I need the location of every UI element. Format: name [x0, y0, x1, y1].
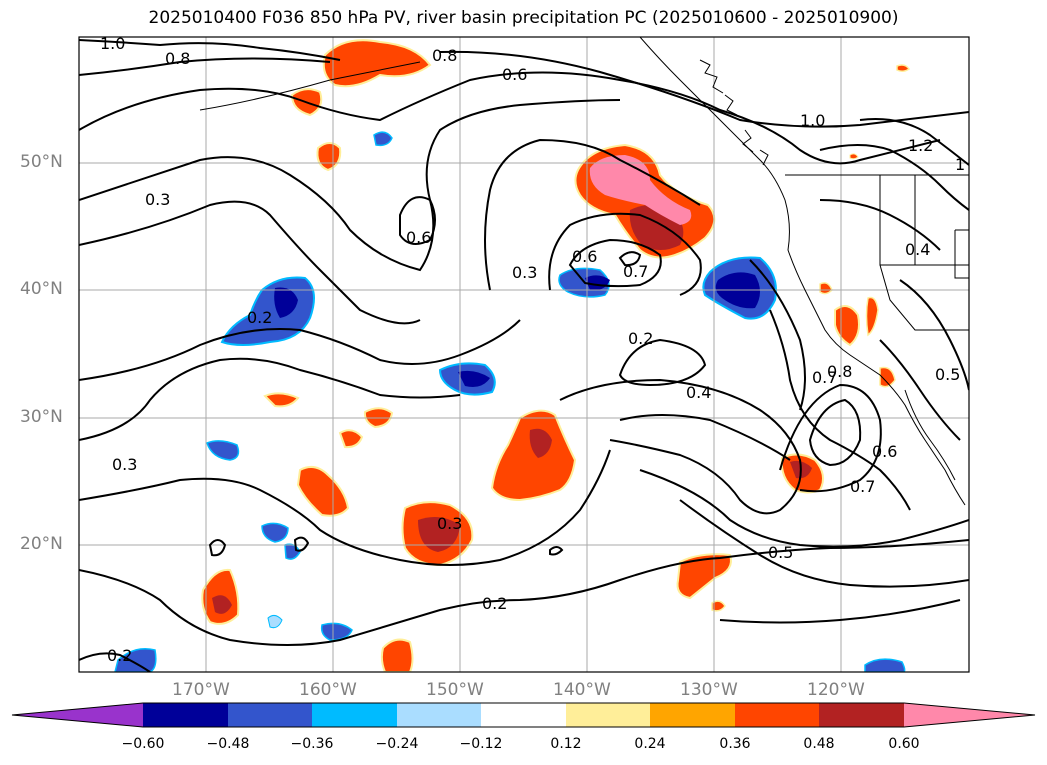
- contour-label: 0.2: [628, 329, 653, 348]
- precip-blob: [676, 553, 732, 600]
- contour-label: 0.5: [935, 365, 960, 384]
- lat-tick-label: 50°N: [20, 152, 63, 172]
- contour-label: 0.2: [107, 646, 132, 665]
- colorbar-tick-label: −0.36: [290, 736, 334, 752]
- contour-label: 0.3: [112, 455, 137, 474]
- lon-tick-label: 140°W: [553, 680, 611, 700]
- colorbar-tick-label: −0.60: [121, 736, 165, 752]
- colorbar-extend-high: [904, 703, 1035, 727]
- colorbar-swatch: [228, 703, 313, 727]
- precip-pc-shading: [114, 39, 911, 672]
- precip-blob: [261, 522, 289, 543]
- colorbar-swatch: [397, 703, 482, 727]
- precip-blob: [284, 543, 301, 560]
- colorbar-tick-label: −0.12: [459, 736, 503, 752]
- lon-tick-label: 160°W: [299, 680, 357, 700]
- contour-label: 1.2: [908, 136, 933, 155]
- colorbar-swatch: [650, 703, 735, 727]
- plot-frame: [78, 36, 970, 673]
- precip-blob: [864, 658, 906, 672]
- colorbar-tick-label: 0.36: [719, 736, 751, 752]
- graticule: [79, 37, 969, 672]
- lon-tick-label: 120°W: [807, 680, 865, 700]
- precip-blob: [212, 595, 232, 614]
- precip-blob: [529, 428, 552, 458]
- contour-label: 0.3: [145, 190, 170, 209]
- colorbar-swatch: [566, 703, 651, 727]
- precip-blob: [711, 600, 726, 612]
- contour-label: 0.8: [432, 46, 457, 65]
- contour-label: 0.5: [768, 543, 793, 562]
- contour-label: 0.7: [812, 368, 837, 387]
- contour-label: 1.0: [100, 34, 125, 53]
- colorbar-tick-label: 0.48: [803, 736, 835, 752]
- lon-tick-label: 130°W: [680, 680, 738, 700]
- precip-blob: [296, 465, 350, 517]
- precip-blob: [206, 440, 240, 461]
- contour-label: 0.8: [827, 362, 852, 381]
- colorbar-swatch: [312, 703, 397, 727]
- pv-contours: [79, 39, 969, 672]
- figure-title: 2025010400 F036 850 hPa PV, river basin …: [148, 8, 899, 28]
- contour-label: 1: [955, 155, 965, 174]
- colorbar-tick-label: −0.24: [375, 736, 419, 752]
- contour-label: 0.3: [437, 514, 462, 533]
- lat-tick-label: 30°N: [20, 407, 63, 427]
- precip-blob: [490, 409, 577, 502]
- precip-blob: [819, 282, 833, 295]
- contour-label: 0.4: [686, 383, 711, 402]
- precip-blob: [373, 131, 393, 147]
- contour-label: 0.7: [623, 262, 648, 281]
- contour-label: 0.6: [406, 228, 431, 247]
- contour-label: 0.2: [247, 308, 272, 327]
- precip-blob: [896, 64, 911, 73]
- lon-tick-label: 170°W: [172, 680, 230, 700]
- precip-blob: [267, 614, 283, 629]
- lat-tick-label: 40°N: [20, 279, 63, 299]
- precip-blob: [589, 155, 692, 225]
- precip-blob: [458, 370, 490, 387]
- precip-blob: [834, 305, 860, 347]
- colorbar-swatch: [819, 703, 904, 727]
- contour-label: 0.2: [482, 594, 507, 613]
- contour-label: 0.6: [872, 442, 897, 461]
- precip-blob: [274, 287, 298, 318]
- colorbar-tick-label: 0.60: [888, 736, 920, 752]
- contour-labels: 1.0 0.8 0.8 0.6 1.0 1.2 1 0.3 0.6 0.3 0.…: [100, 34, 965, 665]
- contour-label: 0.6: [502, 65, 527, 84]
- precip-blob: [320, 622, 353, 641]
- colorbar-swatch: [143, 703, 228, 727]
- contour-label: 0.8: [165, 49, 190, 68]
- contour-label: 0.3: [512, 263, 537, 282]
- precip-blob: [849, 153, 859, 160]
- precip-blob: [879, 366, 896, 388]
- precip-blob: [114, 648, 157, 672]
- coastlines: [199, 37, 969, 506]
- precip-blob: [380, 638, 414, 672]
- contour-label: 1.0: [800, 111, 825, 130]
- colorbar-tick-label: 0.24: [634, 736, 666, 752]
- precip-blob: [338, 429, 364, 449]
- colorbar-tick-label: 0.12: [550, 736, 582, 752]
- lat-tick-label: 20°N: [20, 534, 63, 554]
- precip-blob: [316, 142, 342, 172]
- colorbar-extend-low: [12, 703, 143, 727]
- colorbar-tick-label: −0.48: [206, 736, 250, 752]
- precip-blob: [263, 392, 300, 408]
- colorbar-swatch: [735, 703, 820, 727]
- colorbar-swatch: [481, 703, 566, 727]
- precip-blob: [418, 516, 460, 552]
- contour-label: 0.4: [905, 240, 930, 259]
- lon-tick-label: 150°W: [426, 680, 484, 700]
- precip-blob: [865, 296, 879, 337]
- contour-label: 0.7: [850, 477, 875, 496]
- contour-label: 0.6: [572, 247, 597, 266]
- colorbar: [11, 702, 1036, 728]
